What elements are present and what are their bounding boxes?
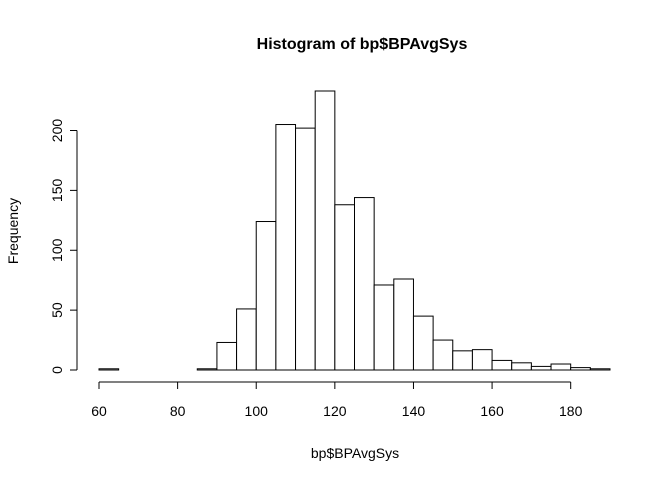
histogram-bar-150-155 bbox=[452, 350, 473, 371]
histogram-bar-110-115 bbox=[295, 127, 316, 371]
x-tick-label-160: 160 bbox=[480, 403, 504, 419]
x-tick-label-80: 80 bbox=[170, 403, 186, 419]
histogram-bar-60-65 bbox=[98, 368, 120, 371]
histogram-bar-130-135 bbox=[373, 284, 395, 371]
x-tick-label-100: 100 bbox=[245, 403, 269, 419]
y-tick-label-50: 50 bbox=[49, 302, 65, 318]
histogram-bar-160-165 bbox=[491, 359, 513, 371]
x-tick-label-60: 60 bbox=[91, 403, 107, 419]
histogram-bar-120-125 bbox=[334, 204, 356, 371]
histogram-bar-115-120 bbox=[314, 90, 336, 371]
x-tick-label-180: 180 bbox=[559, 403, 583, 419]
histogram-bar-185-190 bbox=[589, 368, 611, 371]
chart-title: Histogram of bp$BPAvgSys bbox=[257, 36, 468, 53]
histogram-bar-140-145 bbox=[412, 315, 434, 371]
histogram-bar-105-110 bbox=[275, 124, 297, 371]
histogram-bar-165-170 bbox=[511, 362, 532, 371]
histogram-bar-125-130 bbox=[354, 197, 375, 371]
x-axis: 60 80 100 120 140 160 180 bbox=[91, 381, 583, 419]
x-tick-label-120: 120 bbox=[323, 403, 347, 419]
histogram-bar-85-90 bbox=[196, 368, 218, 371]
histogram-bar-135-140 bbox=[393, 278, 414, 371]
x-axis-label: bp$BPAvgSys bbox=[311, 445, 399, 461]
histogram-bar-155-160 bbox=[471, 349, 493, 371]
histogram-bar-100-105 bbox=[255, 221, 277, 371]
histogram-bar-145-150 bbox=[432, 339, 454, 371]
y-axis: 0 50 100 150 200 bbox=[49, 119, 78, 374]
histogram-bar-180-185 bbox=[570, 367, 591, 371]
bars-layer bbox=[98, 90, 611, 371]
histogram-bar-170-175 bbox=[530, 365, 552, 371]
histogram-bar-90-95 bbox=[216, 341, 238, 371]
x-tick-label-140: 140 bbox=[402, 403, 426, 419]
y-tick-label-150: 150 bbox=[49, 178, 65, 202]
y-tick-label-0: 0 bbox=[49, 366, 65, 374]
histogram-bar-95-100 bbox=[236, 308, 257, 371]
histogram-bar-175-180 bbox=[550, 363, 572, 371]
y-tick-label-100: 100 bbox=[49, 238, 65, 262]
y-tick-label-200: 200 bbox=[49, 119, 65, 143]
y-axis-label: Frequency bbox=[5, 198, 21, 264]
